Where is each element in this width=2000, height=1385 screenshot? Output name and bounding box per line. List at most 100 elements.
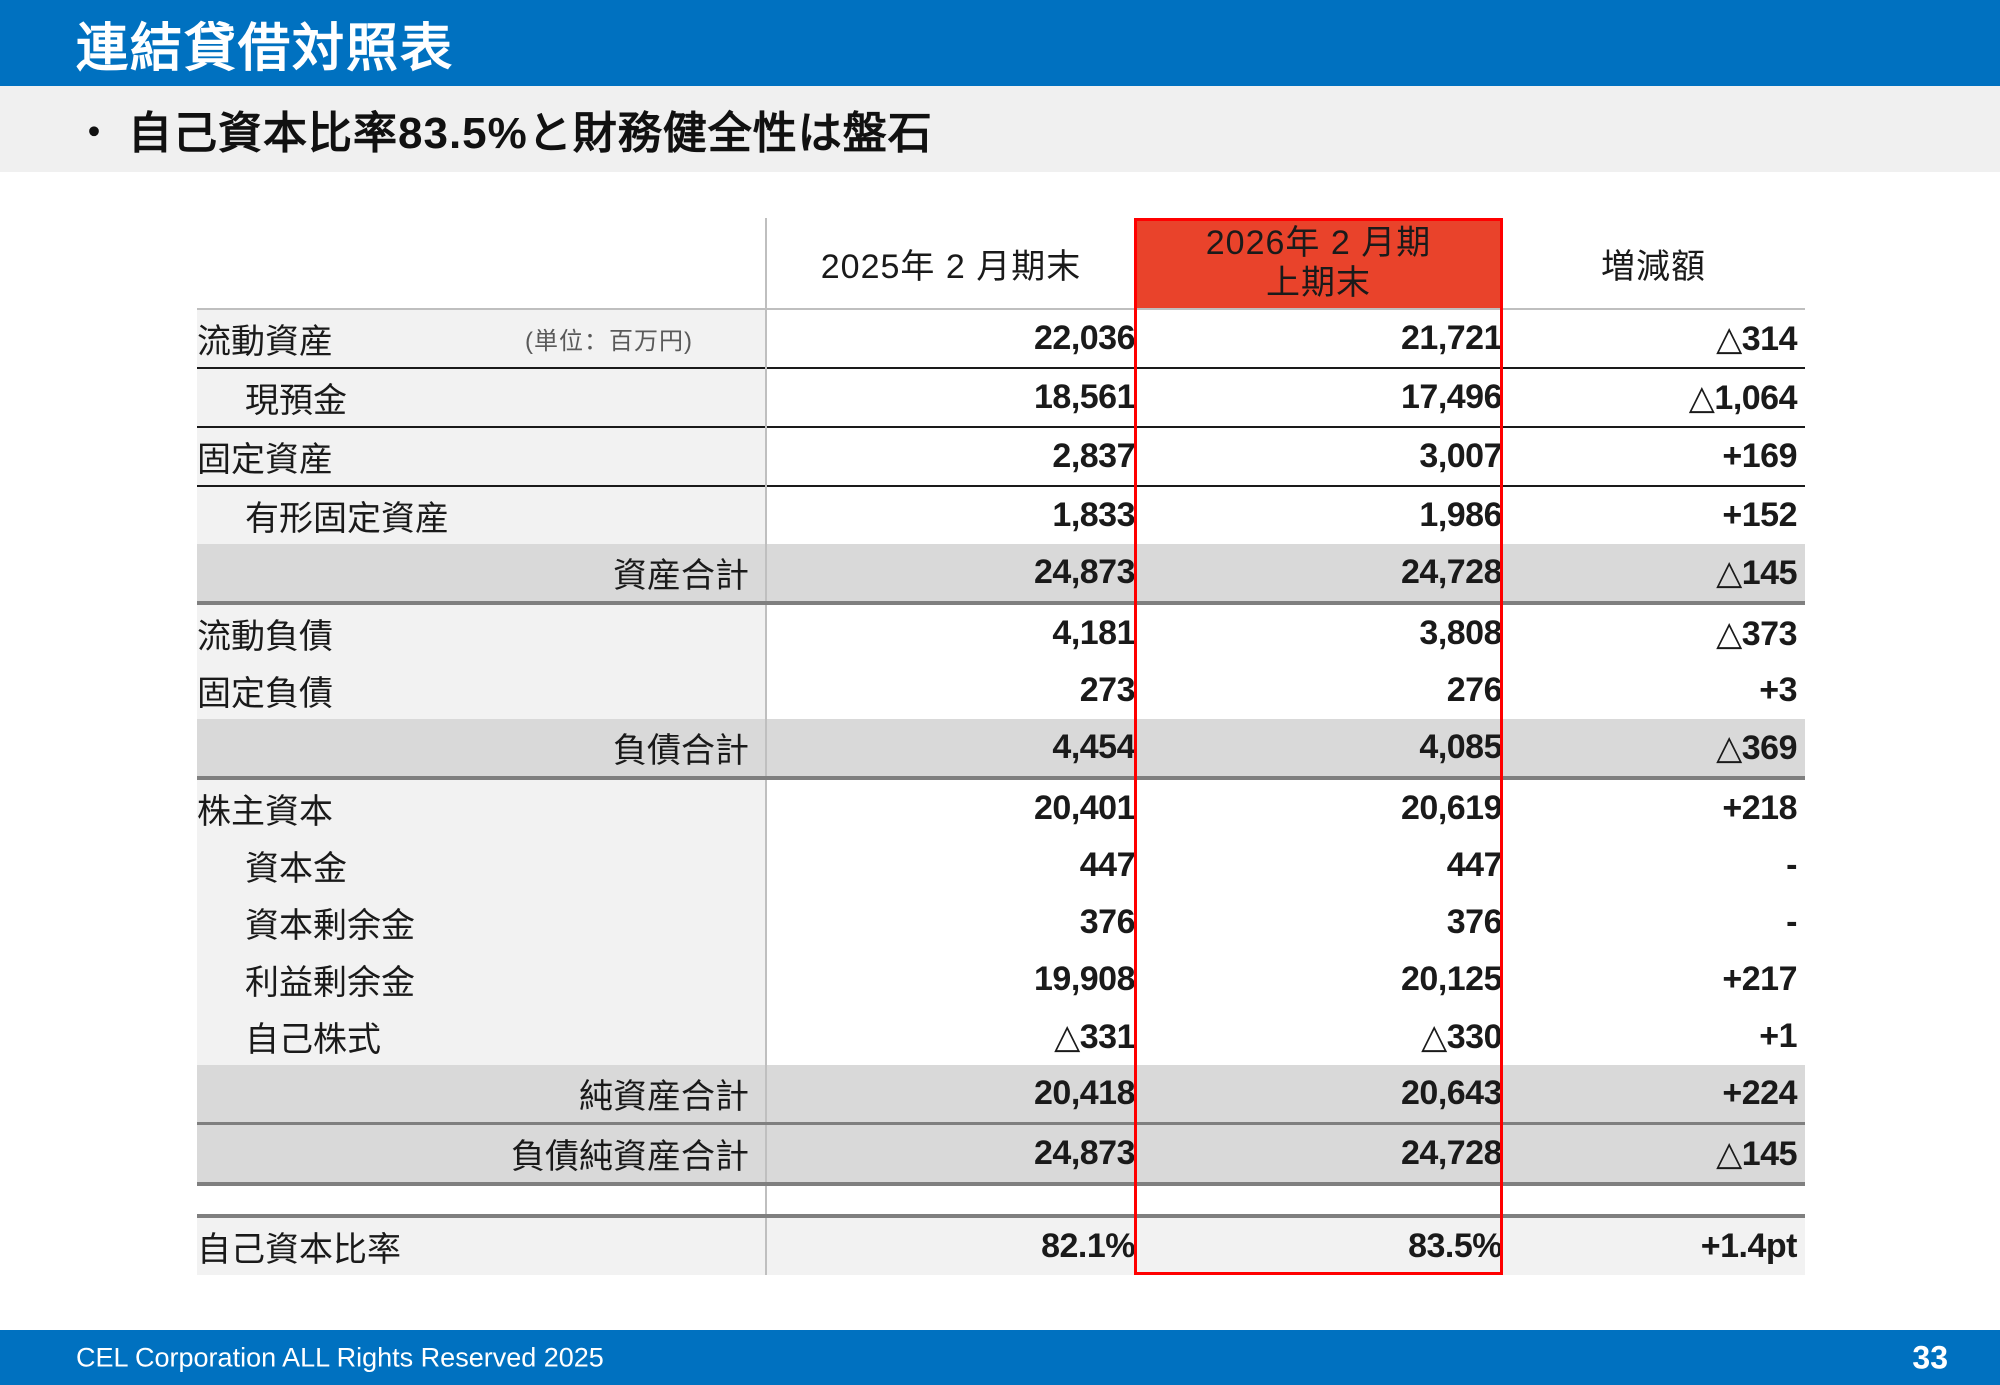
table-row-total: 負債合計 4,454 4,085 △369 xyxy=(197,719,1805,778)
title-bar: 連結貸借対照表 xyxy=(0,0,2000,86)
value-diff: +152 xyxy=(1502,485,1805,544)
value-diff: +224 xyxy=(1502,1065,1805,1124)
table-row: 自己株式 △331 △330 +1 xyxy=(197,1008,1805,1065)
value-diff: +3 xyxy=(1759,671,1797,709)
value-prev: 22,036 xyxy=(765,308,1136,368)
value-diff: △145 xyxy=(1502,1122,1805,1184)
page-number: 33 xyxy=(1912,1339,1948,1375)
value-current: 276 xyxy=(1446,671,1503,709)
row-label: 固定資産 xyxy=(197,426,766,486)
subtitle-band: ・ 自己資本比率83.5%と財務健全性は盤石 xyxy=(0,86,2000,172)
value-current: 21,721 xyxy=(1135,308,1503,368)
value-diff: +1 xyxy=(1759,1017,1797,1055)
header-blank-cell xyxy=(197,218,766,309)
value-prev: △331 xyxy=(765,1008,1136,1065)
value-current: 3,808 xyxy=(1135,601,1503,662)
row-label: 負債合計 xyxy=(197,719,766,778)
table-row: 流動負債 4,181 3,808 △373 xyxy=(197,601,1805,662)
subtitle-text: 自己資本比率83.5%と財務健全性は盤石 xyxy=(128,109,933,158)
row-label: 資本金 xyxy=(197,837,766,894)
row-label: 有形固定資産 xyxy=(197,485,766,544)
value-prev: 1,833 xyxy=(765,485,1136,544)
value-current: 4,085 xyxy=(1135,719,1503,778)
value-prev: 82.1% xyxy=(765,1214,1136,1275)
current-period-line2: 上期末 xyxy=(1266,264,1371,302)
table-row: 固定負債 273 276 +3 xyxy=(197,662,1805,719)
value-diff: △1,064 xyxy=(1502,367,1805,427)
value-prev: 20,401 xyxy=(765,776,1136,837)
table-row-total: 純資産合計 20,418 20,643 +224 xyxy=(197,1065,1805,1124)
table-row-total: 負債純資産合計 24,873 24,728 △145 xyxy=(197,1122,1805,1184)
value-current: 20,643 xyxy=(1135,1065,1503,1124)
value-diff: △373 xyxy=(1502,601,1805,662)
table-header-row: 2025年 2 月期末 2026年 2 月期 上期末 増減額 xyxy=(197,218,1805,309)
table-row: 株主資本 20,401 20,619 +218 xyxy=(197,776,1805,837)
table-row-spacer xyxy=(197,1182,1805,1216)
row-label-text: 流動資産 xyxy=(197,323,333,361)
value-current: 83.5% xyxy=(1135,1214,1503,1275)
row-label: 流動負債 xyxy=(197,601,766,662)
table-row-total: 資産合計 24,873 24,728 △145 xyxy=(197,544,1805,603)
table-row-ratio: 自己資本比率 82.1% 83.5% +1.4pt xyxy=(197,1214,1805,1275)
copyright-text: CEL Corporation ALL Rights Reserved 2025 xyxy=(76,1342,604,1372)
value-diff: +169 xyxy=(1502,426,1805,486)
value-diff: - xyxy=(1786,846,1797,884)
page-title: 連結貸借対照表 xyxy=(76,19,455,78)
value-diff: △145 xyxy=(1502,544,1805,603)
value-prev: 376 xyxy=(765,894,1136,951)
table-row: 資本金 447 447 - xyxy=(197,837,1805,894)
value-current: 20,125 xyxy=(1401,960,1503,998)
row-label: 利益剰余金 xyxy=(197,951,766,1008)
column-header-current-period: 2026年 2 月期 上期末 xyxy=(1135,218,1502,309)
row-label: 資産合計 xyxy=(197,544,766,603)
column-header-diff: 増減額 xyxy=(1601,247,1706,286)
unit-note: (単位：百万円) xyxy=(525,328,693,355)
row-label: 純資産合計 xyxy=(197,1065,766,1124)
value-prev: 273 xyxy=(765,662,1136,719)
value-prev: 2,837 xyxy=(765,426,1136,486)
footer-bar: CEL Corporation ALL Rights Reserved 2025… xyxy=(0,1330,2000,1385)
row-label: 負債純資産合計 xyxy=(197,1122,766,1184)
value-prev: 19,908 xyxy=(765,951,1136,1008)
table-row: 利益剰余金 19,908 20,125 +217 xyxy=(197,951,1805,1008)
value-diff: △314 xyxy=(1502,308,1805,368)
table-row: 資本剰余金 376 376 - xyxy=(197,894,1805,951)
value-prev: 18,561 xyxy=(765,367,1136,427)
table-row: 流動資産 (単位：百万円) 22,036 21,721 △314 xyxy=(197,308,1805,368)
spacer-cell xyxy=(1135,1182,1502,1216)
value-diff: +217 xyxy=(1722,960,1797,998)
value-prev: 447 xyxy=(765,837,1136,894)
spacer-cell xyxy=(1502,1182,1805,1216)
value-current: 447 xyxy=(1446,846,1503,884)
row-label: 自己資本比率 xyxy=(197,1214,766,1275)
value-current: 24,728 xyxy=(1135,544,1503,603)
table-row: 有形固定資産 1,833 1,986 +152 xyxy=(197,485,1805,544)
balance-sheet-table: 2025年 2 月期末 2026年 2 月期 上期末 増減額 流動資産 (単位：… xyxy=(197,218,1805,1275)
row-label: 現預金 xyxy=(197,367,766,427)
value-prev: 4,454 xyxy=(765,719,1136,778)
value-diff: - xyxy=(1786,903,1797,941)
value-prev: 24,873 xyxy=(765,544,1136,603)
value-prev: 20,418 xyxy=(765,1065,1136,1124)
row-label: 固定負債 xyxy=(197,662,766,719)
value-diff: △369 xyxy=(1502,719,1805,778)
value-current: 376 xyxy=(1446,903,1503,941)
table-row: 現預金 18,561 17,496 △1,064 xyxy=(197,367,1805,427)
row-label: 資本剰余金 xyxy=(197,894,766,951)
value-current: △330 xyxy=(1421,1017,1502,1056)
column-header-prev-period: 2025年 2 月期末 xyxy=(765,218,1135,309)
value-current: 24,728 xyxy=(1135,1122,1503,1184)
value-current: 1,986 xyxy=(1135,485,1503,544)
table-row: 固定資産 2,837 3,007 +169 xyxy=(197,426,1805,486)
spacer-cell xyxy=(765,1182,1135,1216)
row-label: 自己株式 xyxy=(197,1008,766,1065)
value-diff: +1.4pt xyxy=(1502,1214,1805,1275)
row-label: 株主資本 xyxy=(197,776,766,837)
value-current: 3,007 xyxy=(1135,426,1503,486)
value-current: 20,619 xyxy=(1135,776,1503,837)
value-diff: +218 xyxy=(1502,776,1805,837)
value-prev: 24,873 xyxy=(765,1122,1136,1184)
spacer-cell xyxy=(197,1182,766,1216)
bullet-marker: ・ xyxy=(74,111,114,155)
